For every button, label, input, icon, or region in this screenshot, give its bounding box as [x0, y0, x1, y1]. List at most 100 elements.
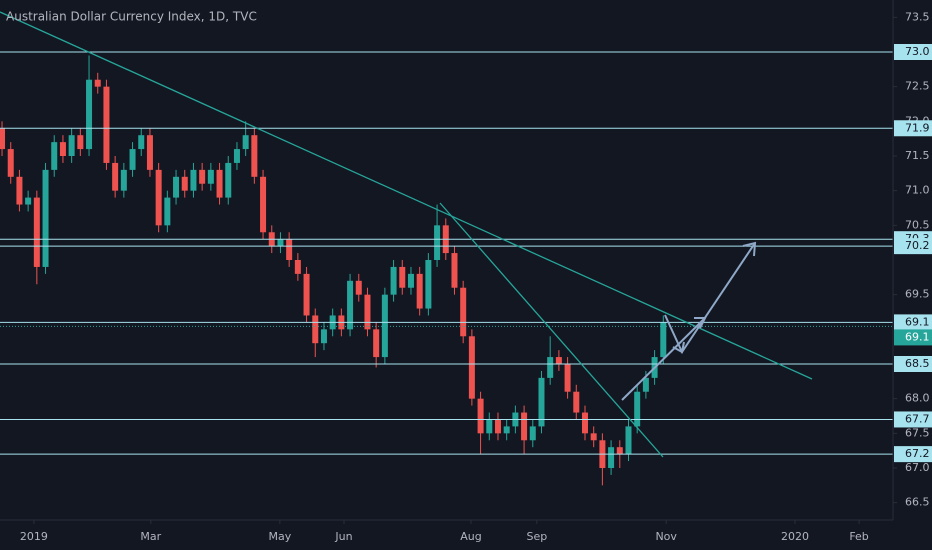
x-tick-label: Nov [655, 530, 677, 543]
candle-body [25, 197, 32, 205]
candle-body [616, 447, 623, 455]
candle-body [146, 135, 153, 170]
candle-body [590, 433, 597, 441]
candle-body [86, 79, 93, 150]
candle-body [251, 135, 258, 177]
candle-body [486, 419, 493, 434]
y-tick-label: 71.0 [905, 184, 930, 197]
candle-body [355, 280, 362, 295]
chart-title: Australian Dollar Currency Index, 1D, TV… [6, 10, 257, 24]
candle-body [112, 162, 119, 191]
x-tick-label: May [269, 530, 292, 543]
level-label: 69.1 [905, 315, 930, 328]
x-tick-label: 2019 [20, 530, 48, 543]
y-tick-label: 72.5 [905, 80, 930, 93]
candle-body [407, 273, 414, 288]
y-tick-label: 67.5 [905, 426, 930, 439]
level-label: 67.2 [905, 447, 930, 460]
candle-body [199, 169, 206, 184]
level-label: 70.2 [905, 239, 930, 252]
x-tick-label: Feb [849, 530, 868, 543]
candle-body [642, 377, 649, 392]
level-label-box [894, 44, 932, 60]
candle-body [373, 329, 380, 358]
candle-body [286, 239, 293, 260]
y-tick-label: 68.0 [905, 392, 930, 405]
level-label: 68.5 [905, 357, 930, 370]
candle-body [129, 149, 136, 170]
candle-body [16, 176, 23, 205]
candle-body [364, 294, 371, 330]
candle-body [138, 135, 145, 150]
candle-body [225, 162, 232, 198]
candle-body [181, 176, 188, 191]
candle-body [390, 266, 397, 295]
candle-body [494, 419, 501, 434]
candle-body [451, 253, 458, 288]
plot-area [0, 51, 893, 486]
candle-body [242, 135, 249, 150]
candle-body [529, 426, 536, 441]
candle-body [573, 391, 580, 413]
candle-body [555, 357, 562, 364]
last-price-box [894, 329, 932, 346]
candle-body [320, 329, 327, 344]
candle-body [207, 169, 214, 184]
candle-body [59, 142, 66, 156]
level-label: 73.0 [905, 45, 930, 58]
candle-body [303, 273, 310, 316]
x-tick-label: 2020 [781, 530, 809, 543]
y-tick-label: 71.5 [905, 149, 930, 162]
level-label-box [894, 411, 932, 428]
x-tick-label: Mar [140, 530, 161, 543]
axes: 73.572.572.071.571.070.569.568.067.567.0… [20, 10, 932, 543]
candle-body [347, 280, 354, 330]
candle-body [164, 197, 171, 226]
candle-body [260, 176, 267, 233]
candle-body [660, 322, 667, 358]
arrow-head [672, 341, 685, 354]
candle-body [103, 86, 110, 163]
candle-body [294, 260, 301, 274]
trend-line [439, 202, 664, 458]
candle-body [233, 149, 240, 163]
candle-body [120, 169, 127, 191]
candle-body [581, 412, 588, 434]
candle-body [399, 266, 406, 288]
y-tick-label: 69.5 [905, 288, 930, 301]
candle-body [538, 377, 545, 427]
candle-body [68, 135, 75, 156]
candle-body [477, 398, 484, 434]
candle-body [94, 79, 101, 87]
level-label: 71.9 [905, 121, 930, 134]
arrow-line [621, 317, 706, 401]
candle-body [634, 391, 641, 427]
x-tick-label: Aug [460, 530, 481, 543]
level-label: 67.7 [905, 412, 930, 425]
drawings [0, 11, 813, 458]
arrow-head [694, 317, 707, 329]
candle-body [33, 197, 40, 267]
candle-body [51, 142, 58, 170]
candle-body [425, 260, 432, 309]
candle-body [460, 287, 467, 337]
candle-body [434, 225, 441, 260]
last-price-label: 69.1 [905, 330, 930, 343]
y-tick-label: 67.0 [905, 461, 930, 474]
y-tick-label: 73.5 [905, 10, 930, 23]
level-label-box [894, 446, 932, 463]
candle-body [277, 239, 284, 247]
candle-body [7, 149, 14, 177]
candle-body [503, 426, 510, 434]
candle-body [564, 364, 571, 392]
level-label-box [894, 356, 932, 372]
candle-body [416, 273, 423, 309]
candle-body [547, 357, 554, 378]
y-tick-label: 70.5 [905, 218, 930, 231]
level-label-box [894, 314, 932, 331]
level-label-box [894, 238, 932, 255]
candle-body [312, 315, 319, 344]
x-tick-label: Jun [334, 530, 352, 543]
candle-body [190, 169, 197, 191]
